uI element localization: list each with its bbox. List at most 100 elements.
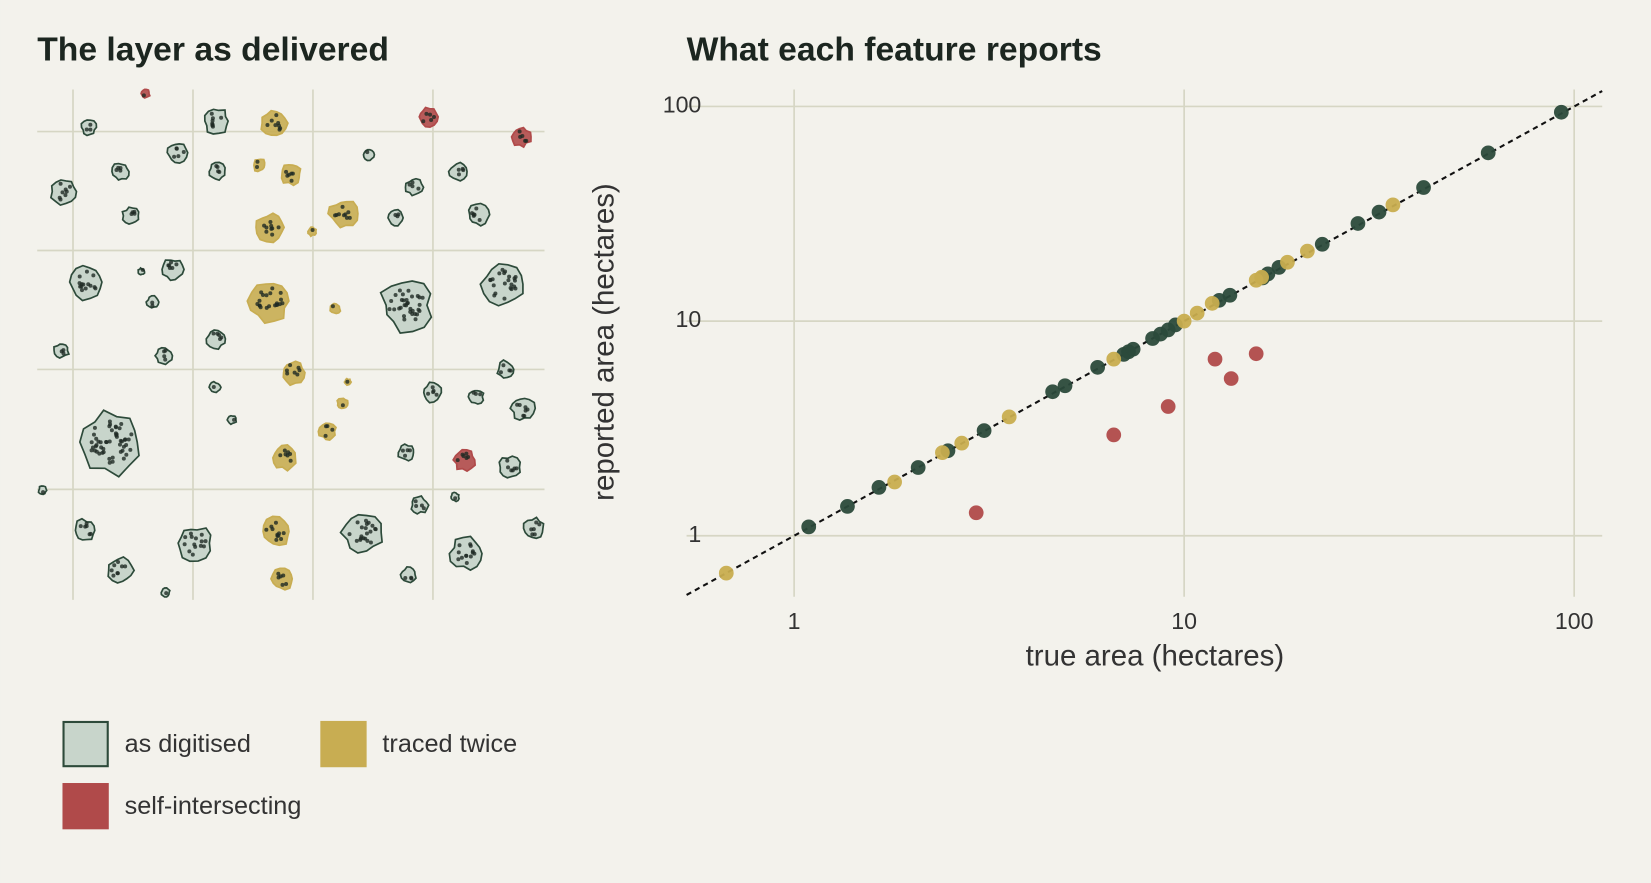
vertex-dot — [273, 123, 278, 128]
vertex-dot — [354, 538, 359, 543]
point — [968, 505, 984, 521]
point — [1385, 197, 1401, 213]
vertex-dot — [456, 557, 461, 562]
vertex-dot — [343, 212, 348, 217]
vertex-dot — [128, 447, 133, 452]
vertex-dot — [407, 448, 412, 453]
vertex-dot — [400, 292, 405, 297]
vertex-dot — [174, 262, 179, 267]
vertex-dot — [478, 392, 483, 397]
vertex-dot — [347, 532, 352, 537]
vertex-dot — [410, 294, 415, 299]
vertex-dot — [264, 225, 269, 230]
point — [954, 435, 970, 451]
vertex-dot — [67, 184, 72, 189]
vertex-dot — [529, 527, 534, 532]
vertex-dot — [430, 385, 435, 390]
point — [1176, 313, 1192, 329]
vertex-dot — [201, 544, 206, 549]
vertex-dot — [257, 298, 262, 303]
vertex-dot — [187, 549, 192, 554]
vertex-dot — [132, 209, 137, 214]
vertex-dot — [116, 559, 121, 564]
vertex-dot — [84, 269, 89, 274]
vertex-dot — [361, 536, 366, 541]
point — [1045, 384, 1060, 400]
point — [1204, 295, 1220, 311]
legend-label: as digitised — [125, 730, 251, 758]
vertex-dot — [285, 371, 290, 376]
vertex-dot — [123, 564, 128, 569]
vertex-dot — [333, 213, 338, 218]
vertex-dot — [417, 302, 422, 307]
vertex-dot — [100, 450, 105, 455]
vertex-dot — [410, 308, 415, 313]
point — [1280, 254, 1295, 270]
vertex-dot — [167, 263, 172, 268]
point — [910, 460, 926, 475]
vertex-dot — [104, 440, 109, 445]
vertex-dot — [279, 537, 284, 542]
vertex-dot — [140, 267, 145, 272]
vertex-dot — [424, 111, 429, 116]
y-tick-label: 100 — [663, 92, 702, 118]
vertex-dot — [269, 226, 274, 231]
vertex-dot — [491, 283, 496, 288]
vertex-dot — [211, 331, 216, 336]
point — [1300, 243, 1315, 259]
vertex-dot — [288, 458, 293, 463]
vertex-dot — [181, 150, 186, 155]
vertex-dot — [117, 426, 122, 431]
vertex-dot — [41, 490, 46, 495]
vertex-dot — [364, 521, 369, 526]
point — [1416, 180, 1431, 195]
vertex-dot — [457, 543, 462, 548]
vertex-dot — [232, 417, 237, 422]
vertex-dot — [421, 506, 426, 511]
vertex-dot — [109, 568, 114, 573]
point — [1314, 236, 1330, 252]
vertex-dot — [209, 111, 214, 116]
vertex-dot — [512, 278, 517, 283]
feature-polygon — [226, 414, 238, 426]
point — [1106, 351, 1122, 367]
feature-polygon — [448, 535, 483, 572]
vertex-dot — [79, 288, 84, 293]
vertex-dot — [398, 305, 403, 310]
vertex-dot — [512, 466, 517, 471]
vertex-dot — [410, 184, 415, 189]
vertex-dot — [493, 291, 498, 296]
vertex-dot — [278, 290, 283, 295]
point — [1189, 305, 1205, 321]
vertex-dot — [90, 445, 95, 450]
vertex-dot — [420, 295, 425, 300]
vertex-dot — [401, 298, 406, 303]
map-title: The layer as delivered — [37, 31, 389, 68]
vertex-dot — [129, 432, 134, 437]
vertex-dot — [270, 232, 275, 237]
vertex-dot — [174, 146, 179, 151]
vertex-dot — [506, 278, 511, 283]
vertex-dot — [363, 526, 368, 531]
vertex-dot — [92, 425, 97, 430]
scatter-panel: 1 10 100 1 10 100 true area (hectares) reported… — [587, 89, 1603, 673]
vertex-dot — [368, 529, 373, 534]
vertex-dot — [284, 169, 289, 174]
vertex-dot — [464, 456, 469, 461]
y-axis-label: reported area (hectares) — [587, 183, 620, 501]
feature-polygon — [387, 208, 405, 227]
vertex-dot — [340, 403, 345, 408]
vertex-dot — [289, 178, 294, 183]
vertex-dot — [64, 189, 69, 194]
vertex-dot — [282, 448, 287, 453]
vertex-dot — [118, 438, 123, 443]
vertex-dot — [58, 197, 63, 202]
feature-polygon — [479, 262, 524, 307]
point — [1223, 371, 1239, 386]
vertex-dot — [323, 433, 328, 438]
legend-label: traced twice — [382, 730, 517, 758]
vertex-dot — [84, 524, 89, 529]
vertex-dot — [368, 540, 373, 545]
vertex-dot — [416, 307, 421, 312]
legend-swatch — [320, 720, 367, 768]
